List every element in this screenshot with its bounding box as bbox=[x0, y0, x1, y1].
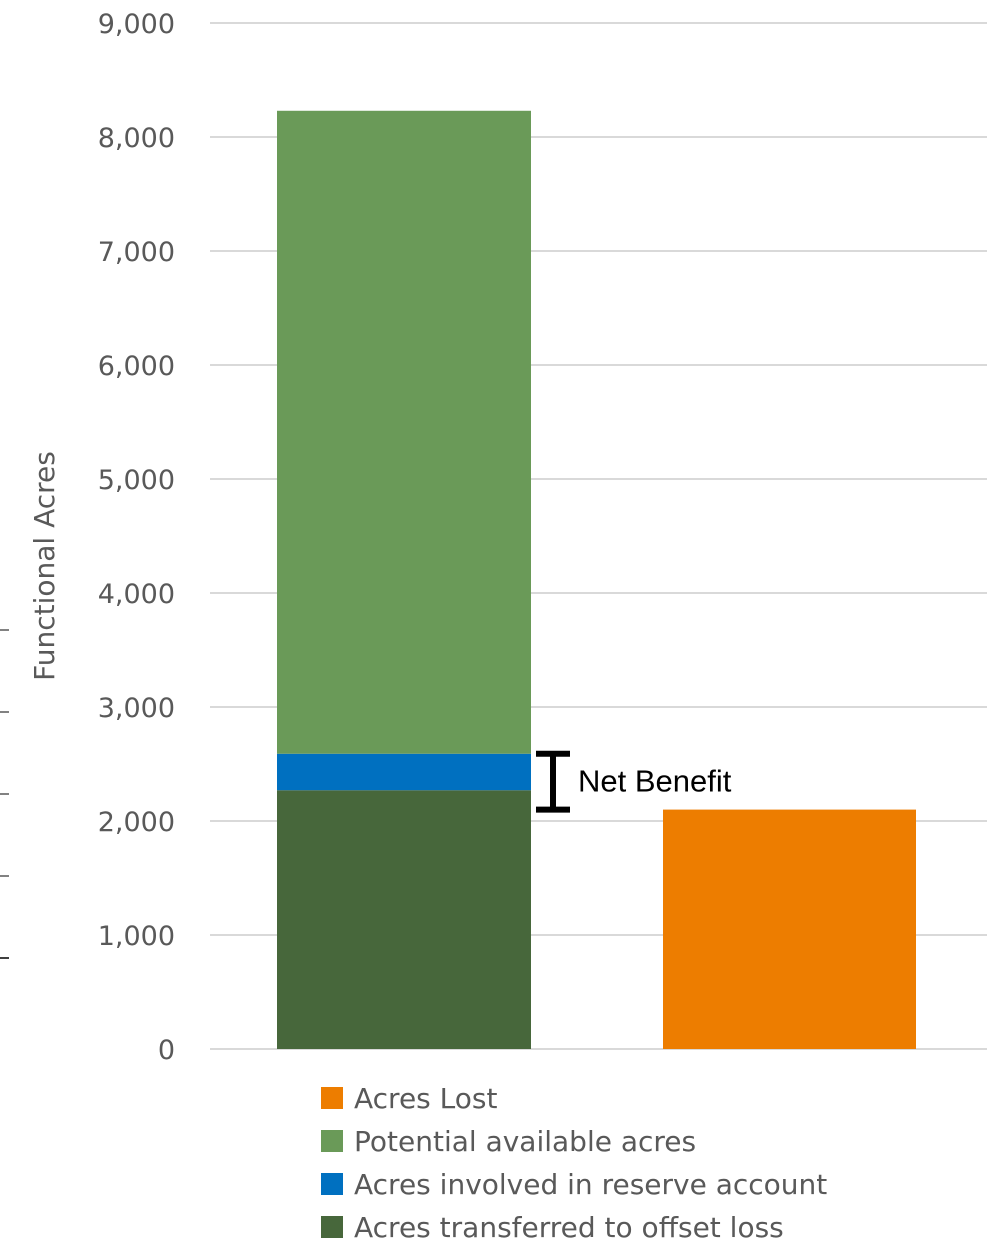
bar-segment bbox=[277, 790, 531, 1049]
y-tick-label: 0 bbox=[158, 1035, 175, 1066]
net-benefit-annotation: Net Benefit bbox=[536, 750, 732, 813]
legend-label: Acres involved in reserve account bbox=[354, 1168, 827, 1201]
legend-label: Acres Lost bbox=[354, 1082, 497, 1115]
y-tick-label: 7,000 bbox=[98, 237, 175, 268]
legend: Acres Lost Potential available acres Acres… bbox=[321, 1082, 827, 1242]
legend-swatch bbox=[321, 1173, 343, 1195]
legend-swatch bbox=[321, 1130, 343, 1152]
legend-label: Acres transferred to offset loss bbox=[354, 1211, 784, 1242]
y-tick-label: 3,000 bbox=[98, 693, 175, 724]
y-axis-tick-labels: 0 1,000 2,000 3,000 4,000 5,000 6,000 7,000 8,00… bbox=[98, 9, 175, 1066]
y-tick-label: 8,000 bbox=[98, 123, 175, 154]
bar-segment bbox=[277, 110, 531, 754]
legend-swatch bbox=[321, 1087, 343, 1109]
y-tick-label: 4,000 bbox=[98, 579, 175, 610]
y-tick-label: 1,000 bbox=[98, 921, 175, 952]
net-benefit-bracket bbox=[536, 750, 570, 813]
legend-swatch bbox=[321, 1216, 343, 1238]
y-tick-label: 5,000 bbox=[98, 465, 175, 496]
bar-segment bbox=[277, 753, 531, 791]
bars bbox=[277, 110, 916, 1049]
legend-label: Potential available acres bbox=[354, 1125, 696, 1158]
bar-segment bbox=[663, 809, 916, 1049]
y-tick-label: 2,000 bbox=[98, 807, 175, 838]
y-tick-label: 9,000 bbox=[98, 9, 175, 40]
y-tick-label: 6,000 bbox=[98, 351, 175, 382]
net-benefit-label: Net Benefit bbox=[578, 764, 732, 799]
y-axis-label: Functional Acres bbox=[28, 451, 61, 681]
